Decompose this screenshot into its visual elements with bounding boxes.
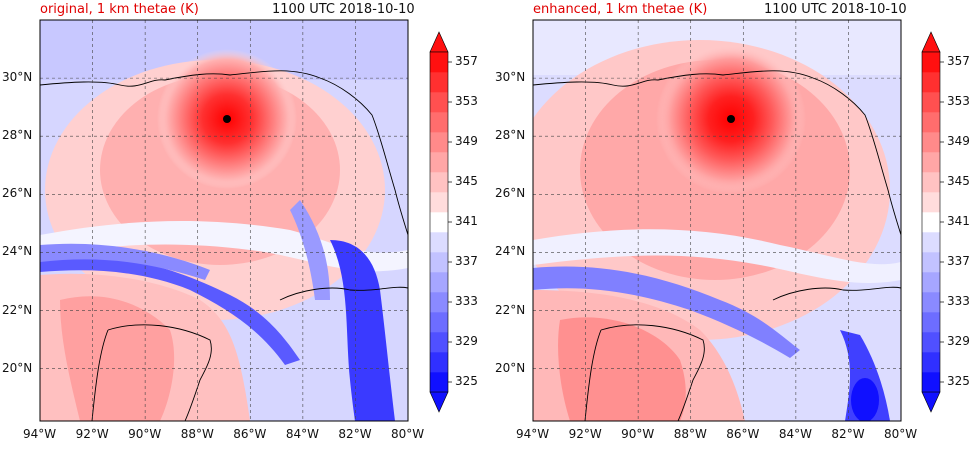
- colorbar-segment: [430, 212, 448, 233]
- lat-tick-label: 26°N: [495, 186, 526, 201]
- colorbar-tick-label: 333: [455, 294, 478, 308]
- colorbar-segment: [922, 172, 940, 193]
- colorbar-tick-label: 353: [455, 94, 478, 108]
- colorbar-segment: [430, 332, 448, 353]
- colorbar-segment: [430, 132, 448, 153]
- colorbar-segment: [430, 172, 448, 193]
- panel-title-enhanced: enhanced, 1 km thetae (K): [533, 2, 708, 17]
- lat-tick-label: 26°N: [2, 186, 33, 201]
- colorbar-segment: [922, 132, 940, 153]
- thetae-field-enhanced: [533, 20, 901, 421]
- colorbar-extend-min: [429, 391, 449, 413]
- coastline-enhanced: [533, 70, 901, 421]
- colorbar-segment: [430, 372, 448, 393]
- colorbar-tick-label: 345: [947, 174, 970, 188]
- colorbar-segment: [430, 272, 448, 293]
- colorbar-extend-min: [921, 391, 941, 413]
- colorbar-segment: [430, 312, 448, 333]
- lat-tick-label: 20°N: [495, 360, 526, 375]
- colorbar-segment: [922, 232, 940, 253]
- colorbar-segment: [922, 52, 940, 73]
- colorbar-tick-label: 341: [455, 214, 478, 228]
- colorbar-segment: [922, 292, 940, 313]
- colorbar-tick-label: 329: [455, 334, 478, 348]
- gridlines-original: [40, 20, 408, 421]
- coastline-original: [40, 70, 408, 421]
- colorbar-tick-label: 325: [947, 374, 970, 388]
- lon-tick-label: 80°W: [884, 427, 918, 441]
- colorbar-segment: [922, 152, 940, 173]
- lat-tick-label: 22°N: [2, 302, 33, 317]
- colorbar-tick-label: 349: [947, 134, 970, 148]
- colorbar-segment: [430, 72, 448, 93]
- lon-tick-label: 82°W: [831, 427, 865, 441]
- lat-tick-label: 22°N: [495, 302, 526, 317]
- colorbar-segment: [922, 272, 940, 293]
- lat-tick-label: 28°N: [495, 128, 526, 143]
- colorbar-segment: [922, 332, 940, 353]
- panel-time-enhanced: 1100 UTC 2018-10-10: [764, 2, 907, 17]
- lon-tick-label: 86°W: [233, 427, 267, 441]
- map-frame-enhanced: [532, 19, 902, 422]
- colorbar-extend-max: [429, 31, 449, 53]
- colorbar-tick-label: 333: [947, 294, 970, 308]
- colorbar-segment: [430, 112, 448, 133]
- colorbar-segment: [430, 252, 448, 273]
- gridlines-enhanced: [533, 20, 901, 421]
- lat-tick-label: 24°N: [2, 244, 33, 259]
- colorbar-original: [429, 31, 452, 413]
- lon-tick-label: 88°W: [180, 427, 214, 441]
- lon-tick-label: 88°W: [673, 427, 707, 441]
- colorbar-tick-label: 337: [455, 254, 478, 268]
- lat-tick-label: 30°N: [495, 70, 526, 85]
- lon-tick-label: 90°W: [128, 427, 162, 441]
- colorbar-segment: [922, 312, 940, 333]
- colorbar-tick-label: 349: [455, 134, 478, 148]
- lon-tick-label: 82°W: [338, 427, 372, 441]
- lon-tick-label: 84°W: [778, 427, 812, 441]
- lon-tick-label: 86°W: [726, 427, 760, 441]
- map-frame-original: [39, 19, 409, 422]
- colorbar-enhanced: [921, 31, 944, 413]
- colorbar-segment: [922, 72, 940, 93]
- colorbar-tick-label: 357: [455, 54, 478, 68]
- colorbar-segment: [922, 212, 940, 233]
- lat-tick-label: 24°N: [495, 244, 526, 259]
- colorbar-segment: [922, 372, 940, 393]
- lon-tick-label: 92°W: [568, 427, 602, 441]
- thetae-field-original: [40, 20, 408, 421]
- colorbar-segment: [430, 52, 448, 73]
- lon-tick-label: 94°W: [516, 427, 550, 441]
- colorbar-segment: [430, 232, 448, 253]
- colorbar-extend-max: [921, 31, 941, 53]
- lat-tick-label: 20°N: [2, 360, 33, 375]
- panel-title-original: original, 1 km thetae (K): [40, 2, 199, 17]
- lon-tick-label: 90°W: [621, 427, 655, 441]
- lon-tick-label: 80°W: [391, 427, 425, 441]
- lat-tick-label: 28°N: [2, 128, 33, 143]
- colorbar-segment: [922, 352, 940, 373]
- colorbar-segment: [430, 292, 448, 313]
- colorbar-segment: [922, 192, 940, 213]
- colorbar-segment: [922, 112, 940, 133]
- colorbar-tick-label: 357: [947, 54, 970, 68]
- panel-time-original: 1100 UTC 2018-10-10: [272, 2, 415, 17]
- colorbar-segment: [430, 352, 448, 373]
- colorbar-segment: [922, 92, 940, 113]
- colorbar-tick-label: 353: [947, 94, 970, 108]
- lon-tick-label: 84°W: [285, 427, 319, 441]
- colorbar-segment: [922, 252, 940, 273]
- lon-tick-label: 92°W: [75, 427, 109, 441]
- lon-tick-label: 94°W: [23, 427, 57, 441]
- colorbar-tick-label: 325: [455, 374, 478, 388]
- colorbar-tick-label: 341: [947, 214, 970, 228]
- lat-tick-label: 30°N: [2, 70, 33, 85]
- colorbar-tick-label: 329: [947, 334, 970, 348]
- colorbar-tick-label: 345: [455, 174, 478, 188]
- colorbar-segment: [430, 152, 448, 173]
- colorbar-segment: [430, 192, 448, 213]
- colorbar-segment: [430, 92, 448, 113]
- colorbar-tick-label: 337: [947, 254, 970, 268]
